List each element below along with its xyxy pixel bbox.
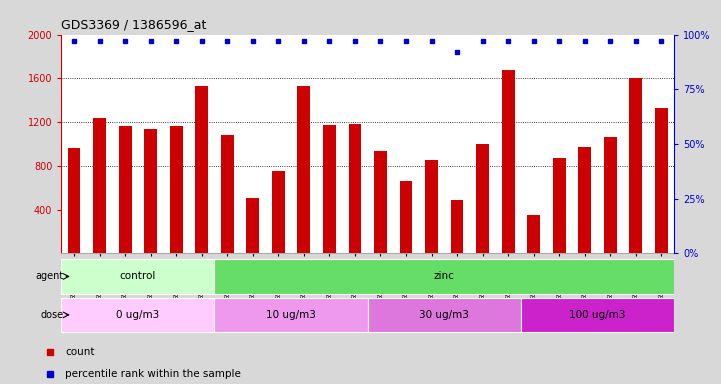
Bar [425,161,438,253]
Bar [527,215,540,253]
Text: 30 ug/m3: 30 ug/m3 [420,310,469,320]
Text: GDS3369 / 1386596_at: GDS3369 / 1386596_at [61,18,207,31]
Bar [629,78,642,253]
Bar [477,144,489,253]
Text: dose: dose [40,310,63,320]
Text: 10 ug/m3: 10 ug/m3 [266,310,316,320]
Bar [374,151,387,253]
Text: agent: agent [35,271,63,281]
Bar [368,298,521,332]
Bar [604,137,616,253]
Bar [655,108,668,253]
Text: count: count [65,346,94,357]
Text: percentile rank within the sample: percentile rank within the sample [65,369,241,379]
Bar [93,118,106,253]
Bar [144,129,157,253]
Bar [61,259,215,294]
Bar [221,135,234,253]
Bar [553,158,565,253]
Bar [348,124,361,253]
Bar [215,298,368,332]
Bar [323,126,336,253]
Bar [502,70,515,253]
Bar [61,298,215,332]
Text: 100 ug/m3: 100 ug/m3 [570,310,626,320]
Bar [578,147,591,253]
Bar [298,86,310,253]
Bar [215,259,674,294]
Bar [195,86,208,253]
Text: control: control [120,271,156,281]
Bar [119,126,131,253]
Text: 0 ug/m3: 0 ug/m3 [116,310,159,320]
Text: zinc: zinc [434,271,455,281]
Bar [247,198,259,253]
Bar [451,200,464,253]
Bar [68,148,81,253]
Bar [170,126,182,253]
Bar [272,171,285,253]
Bar [399,181,412,253]
Bar [521,298,674,332]
